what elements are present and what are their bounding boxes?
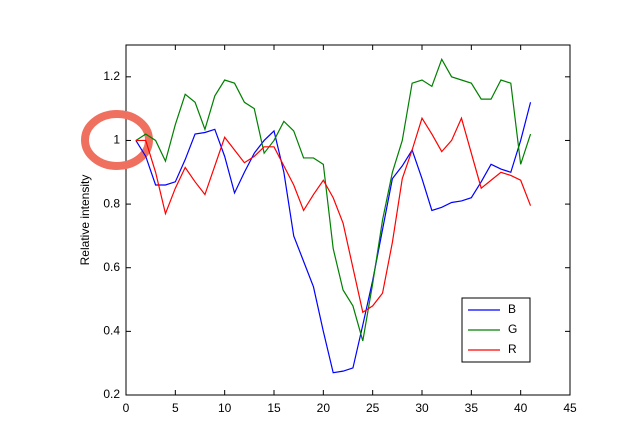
- x-tick-label: 35: [465, 401, 479, 415]
- y-axis-label: Relative intensity: [78, 175, 92, 266]
- x-tick-label: 5: [172, 401, 179, 415]
- x-tick-label: 25: [366, 401, 380, 415]
- legend-label: B: [508, 302, 516, 316]
- highlight-circle: [81, 110, 153, 170]
- y-tick-label: 1.2: [103, 69, 120, 83]
- series-line: [135, 102, 532, 374]
- legend: BGR: [461, 297, 531, 363]
- y-tick-label: 0.4: [103, 324, 120, 338]
- x-tick-label: 30: [415, 401, 429, 415]
- x-tick-label: 10: [218, 401, 232, 415]
- legend-label: G: [508, 322, 517, 336]
- y-tick-label: 0.2: [103, 387, 120, 401]
- series-line: [135, 116, 532, 314]
- y-tick-label: 0.8: [103, 196, 120, 210]
- legend-label: R: [508, 342, 517, 356]
- series-line: [135, 57, 532, 342]
- x-tick-label: 0: [123, 401, 130, 415]
- y-tick-label: 0.6: [103, 260, 120, 274]
- x-tick-label: 15: [267, 401, 281, 415]
- x-tick-label: 40: [514, 401, 528, 415]
- x-tick-label: 45: [563, 401, 577, 415]
- x-tick-label: 20: [317, 401, 331, 415]
- y-tick-label: 1: [113, 133, 120, 147]
